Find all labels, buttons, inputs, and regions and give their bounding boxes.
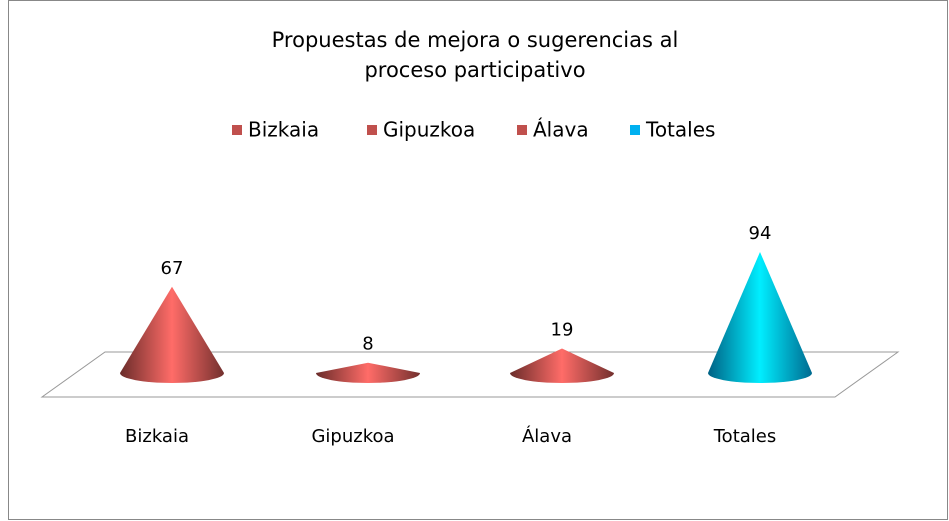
legend-label: Gipuzkoa [383,118,475,142]
value-label: 8 [362,334,373,355]
legend-swatch [630,125,640,135]
x-tick-label: Álava [522,425,572,447]
cone [510,348,614,383]
x-tick-label: Totales [713,426,777,447]
value-label: 67 [161,258,184,279]
cone [316,362,420,383]
legend-label: Totales [645,118,715,142]
chart-title: Propuestas de mejora o sugerencias al pr… [271,28,679,82]
legend-label: Bizkaia [248,118,319,142]
x-tick-label: Gipuzkoa [311,426,394,447]
value-label: 94 [749,223,772,244]
legend-label: Álava [533,118,589,142]
legend-swatch [367,125,377,135]
cone [120,286,224,383]
value-label: 19 [551,320,574,341]
chart-frame [8,0,948,520]
x-tick-label: Bizkaia [125,426,189,447]
cone [708,252,812,383]
floor [40,351,900,398]
title-box: Propuestas de mejora o sugerencias al pr… [271,28,679,82]
legend-swatch [517,125,527,135]
legend-swatch [232,125,242,135]
